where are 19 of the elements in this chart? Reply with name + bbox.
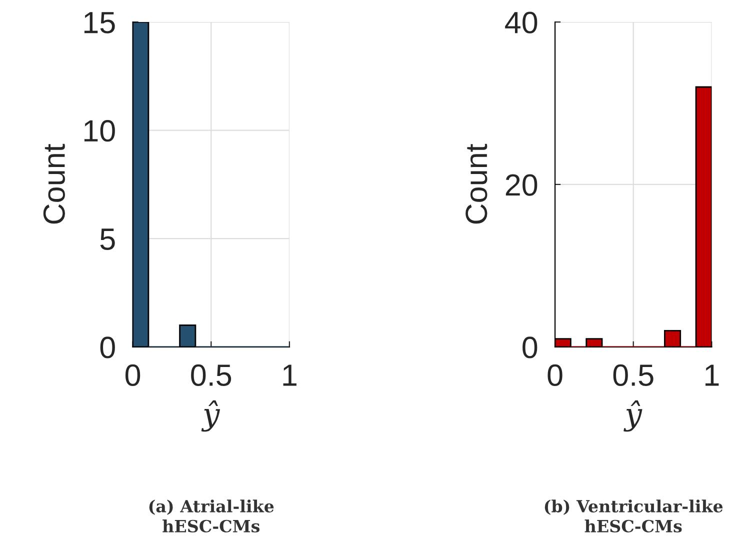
y-tick-label: 0 [100,336,115,358]
x-tick-label: 0 [125,364,140,386]
x-axis-title: ŷ [624,400,642,432]
x-tick-label: 1 [283,364,296,386]
y-axis-title: Count [43,144,65,224]
y-tick-label: 0 [522,336,538,358]
y-tick-label: 20 [506,174,538,196]
y-tick-label: 40 [505,12,538,34]
x-tick-label: 0.5 [613,364,654,386]
text: (b) Ventricular-like hESC-CMs [544,500,723,532]
y-tick-label: 10 [84,120,115,142]
x-axis-title: ŷ [201,400,220,432]
y-tick-label: 15 [84,12,115,34]
x-tick-label: 0.5 [191,364,232,386]
text: (a) Atrial-like hESC-CMs [149,500,274,532]
y-tick-label: 5 [100,228,115,250]
x-tick-label: 0 [548,364,562,386]
x-tick-label: 1 [706,364,719,386]
y-axis-title: Count [466,144,488,224]
